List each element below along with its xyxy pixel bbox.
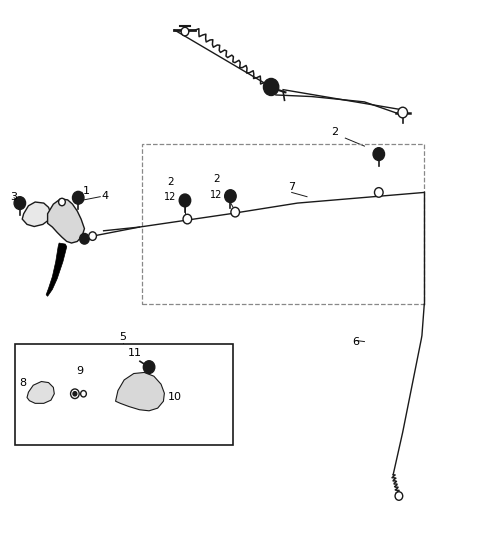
Circle shape xyxy=(59,198,65,206)
Text: 9: 9 xyxy=(76,366,83,376)
Bar xyxy=(142,145,424,304)
Polygon shape xyxy=(116,372,164,411)
Circle shape xyxy=(373,148,384,161)
Polygon shape xyxy=(27,381,54,403)
Text: 5: 5 xyxy=(119,332,126,342)
Text: 11: 11 xyxy=(128,348,142,358)
Circle shape xyxy=(183,214,192,224)
Text: 2: 2 xyxy=(213,175,219,184)
Circle shape xyxy=(71,389,79,398)
Circle shape xyxy=(395,492,403,500)
Text: 7: 7 xyxy=(288,183,295,192)
Polygon shape xyxy=(48,199,84,243)
Circle shape xyxy=(225,190,236,202)
Text: 2: 2 xyxy=(331,127,338,137)
Circle shape xyxy=(81,390,86,397)
Text: 12: 12 xyxy=(210,190,222,200)
Circle shape xyxy=(144,361,155,373)
Circle shape xyxy=(73,391,77,396)
Circle shape xyxy=(80,233,89,244)
Polygon shape xyxy=(22,202,51,226)
Text: 10: 10 xyxy=(168,392,182,402)
Text: 2: 2 xyxy=(168,177,174,187)
Polygon shape xyxy=(46,243,67,296)
Text: 6: 6 xyxy=(352,336,360,347)
Circle shape xyxy=(181,27,189,36)
Text: 4: 4 xyxy=(101,191,108,201)
Circle shape xyxy=(374,187,383,197)
Circle shape xyxy=(264,78,279,96)
Circle shape xyxy=(14,197,25,209)
Circle shape xyxy=(72,191,84,204)
Circle shape xyxy=(179,194,191,207)
Circle shape xyxy=(231,207,240,217)
Text: 3: 3 xyxy=(10,192,17,202)
Text: 1: 1 xyxy=(83,186,90,196)
Circle shape xyxy=(398,107,408,118)
Circle shape xyxy=(89,232,96,240)
Text: 12: 12 xyxy=(165,192,177,202)
Bar xyxy=(15,344,233,445)
Text: 8: 8 xyxy=(19,378,26,388)
